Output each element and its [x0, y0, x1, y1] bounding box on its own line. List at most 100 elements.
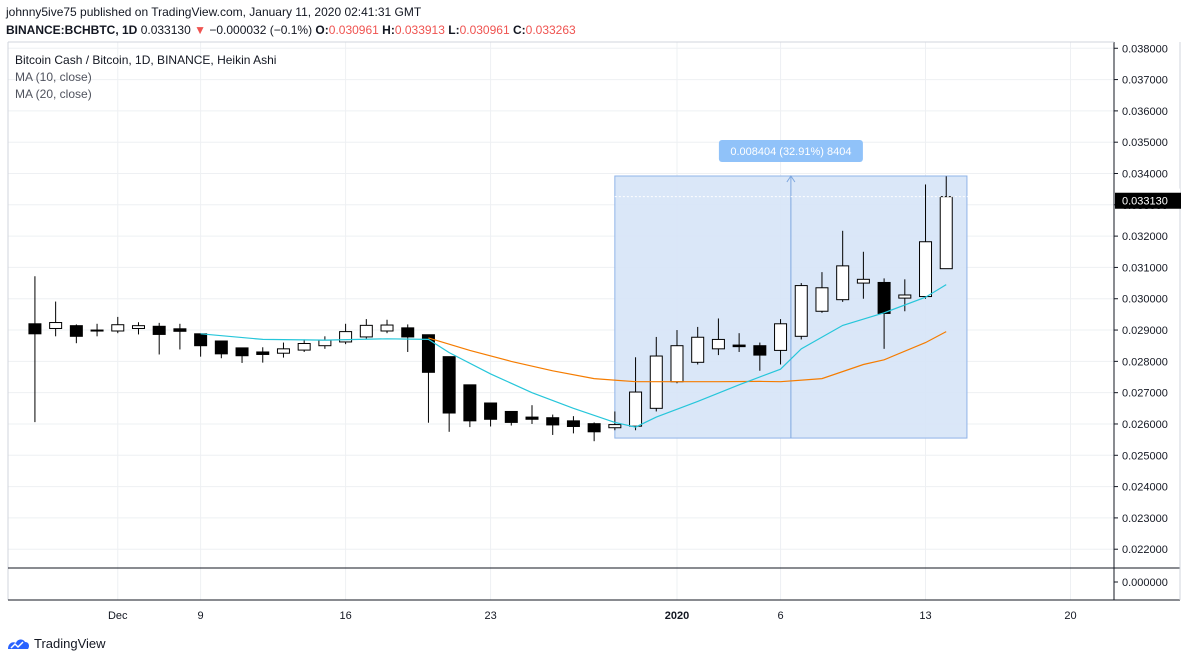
x-tick-label: 13 — [919, 610, 931, 622]
candle — [131, 322, 145, 335]
candle — [877, 278, 891, 349]
candle-body — [856, 278, 870, 284]
footer: TradingView — [6, 636, 106, 651]
candle-body — [504, 410, 518, 423]
candle-body — [587, 423, 601, 433]
candle-body — [732, 344, 746, 348]
footer-brand[interactable]: TradingView — [34, 636, 106, 651]
candle — [173, 323, 187, 350]
candle-body — [380, 324, 394, 332]
y-tick-label: 0.031000 — [1122, 262, 1168, 274]
moving-averages — [200, 196, 1114, 428]
candle-body — [608, 424, 622, 429]
candle — [256, 347, 270, 363]
candle — [28, 276, 42, 423]
legend-ma10[interactable]: MA (10, close) — [15, 70, 92, 84]
x-tick-label: 16 — [339, 610, 351, 622]
candle-body — [173, 328, 187, 332]
candle-body — [670, 345, 684, 383]
candle — [297, 339, 311, 352]
published-line: johnny5ive75 published on TradingView.co… — [6, 5, 422, 19]
candle-body — [297, 343, 311, 351]
candle-body — [339, 331, 353, 343]
candle — [546, 414, 560, 435]
open-value: 0.030961 — [328, 23, 379, 37]
y-tick-label: 0.030000 — [1122, 294, 1168, 306]
candle-body — [546, 417, 560, 426]
chart-frame — [7, 41, 1181, 601]
candle-body — [794, 285, 808, 337]
low-value: 0.030961 — [459, 23, 510, 37]
candle-body — [401, 327, 415, 338]
close-label: C: — [512, 23, 526, 37]
measure-label: 0.008404 (32.91%) 8404 — [730, 146, 851, 158]
candle — [836, 230, 850, 302]
y-tick-label: 0.023000 — [1122, 513, 1168, 525]
candle — [69, 324, 83, 344]
candle — [753, 342, 767, 371]
candle-body — [463, 384, 477, 422]
x-tick-label: 9 — [198, 610, 204, 622]
candle — [318, 336, 332, 349]
candle-body — [525, 416, 539, 420]
legend-title[interactable]: Bitcoin Cash / Bitcoin, 1D, BINANCE, Hei… — [15, 53, 277, 67]
candle — [629, 357, 643, 431]
time-axis: Dec 9 16 23 2020 6 13 20 — [108, 610, 1077, 622]
y-tick-label: 0.035000 — [1122, 137, 1168, 149]
candle-body — [256, 351, 270, 355]
ohlc-line: BINANCE:BCHBTC, 1D 0.033130 ▼ −0.000032 … — [6, 23, 576, 37]
candle — [919, 184, 933, 299]
candle-body — [28, 323, 42, 335]
candle — [484, 402, 498, 427]
candle-body — [359, 324, 373, 338]
candle-body — [111, 324, 125, 332]
measure-arrow-head-icon — [786, 175, 796, 183]
candle-body — [484, 402, 498, 420]
y-tick-label: 0.022000 — [1122, 544, 1168, 556]
candle — [442, 356, 456, 432]
candle — [463, 384, 477, 428]
candle — [359, 319, 373, 340]
y-tick-label: 0.026000 — [1122, 419, 1168, 431]
candle-body — [69, 325, 83, 337]
candle — [525, 405, 539, 424]
candle — [214, 340, 228, 359]
candle — [380, 319, 394, 334]
candle — [90, 323, 104, 337]
low-label: L: — [448, 23, 460, 37]
last-price-label-bg — [1115, 192, 1181, 209]
candle — [421, 334, 435, 423]
candle-body — [131, 325, 145, 329]
candle-body — [753, 345, 767, 356]
candle-body — [629, 391, 643, 427]
measure-tool: 0.008404 (32.91%) 8404 — [614, 140, 968, 439]
candle-body — [691, 336, 705, 363]
measure-label-box — [718, 140, 863, 163]
y-tick-label: 0.034000 — [1122, 169, 1168, 181]
candle — [732, 333, 746, 352]
candle-body — [774, 323, 788, 351]
x-tick-label: 2020 — [665, 610, 689, 622]
candle — [235, 347, 249, 363]
symbol-label[interactable]: BINANCE:BCHBTC, 1D — [6, 23, 138, 37]
open-label: O: — [315, 23, 329, 37]
candle — [194, 333, 208, 357]
candle — [794, 283, 808, 340]
x-tick-label: 20 — [1064, 610, 1076, 622]
candle-body — [276, 348, 290, 354]
candle — [898, 279, 912, 312]
candle-body — [877, 281, 891, 314]
candle-body — [49, 322, 63, 329]
ma10-line — [200, 284, 947, 428]
legend-ma20[interactable]: MA (20, close) — [15, 87, 92, 101]
candle-body — [214, 340, 228, 355]
last-price-label: 0.033130 — [1122, 196, 1168, 208]
candle — [152, 322, 166, 355]
last-price: 0.033130 — [140, 23, 191, 37]
candle-body — [318, 339, 332, 347]
y-tick-label: 0.027000 — [1122, 388, 1168, 400]
candle-body — [194, 333, 208, 347]
candle — [566, 416, 580, 434]
candle-body — [836, 265, 850, 301]
